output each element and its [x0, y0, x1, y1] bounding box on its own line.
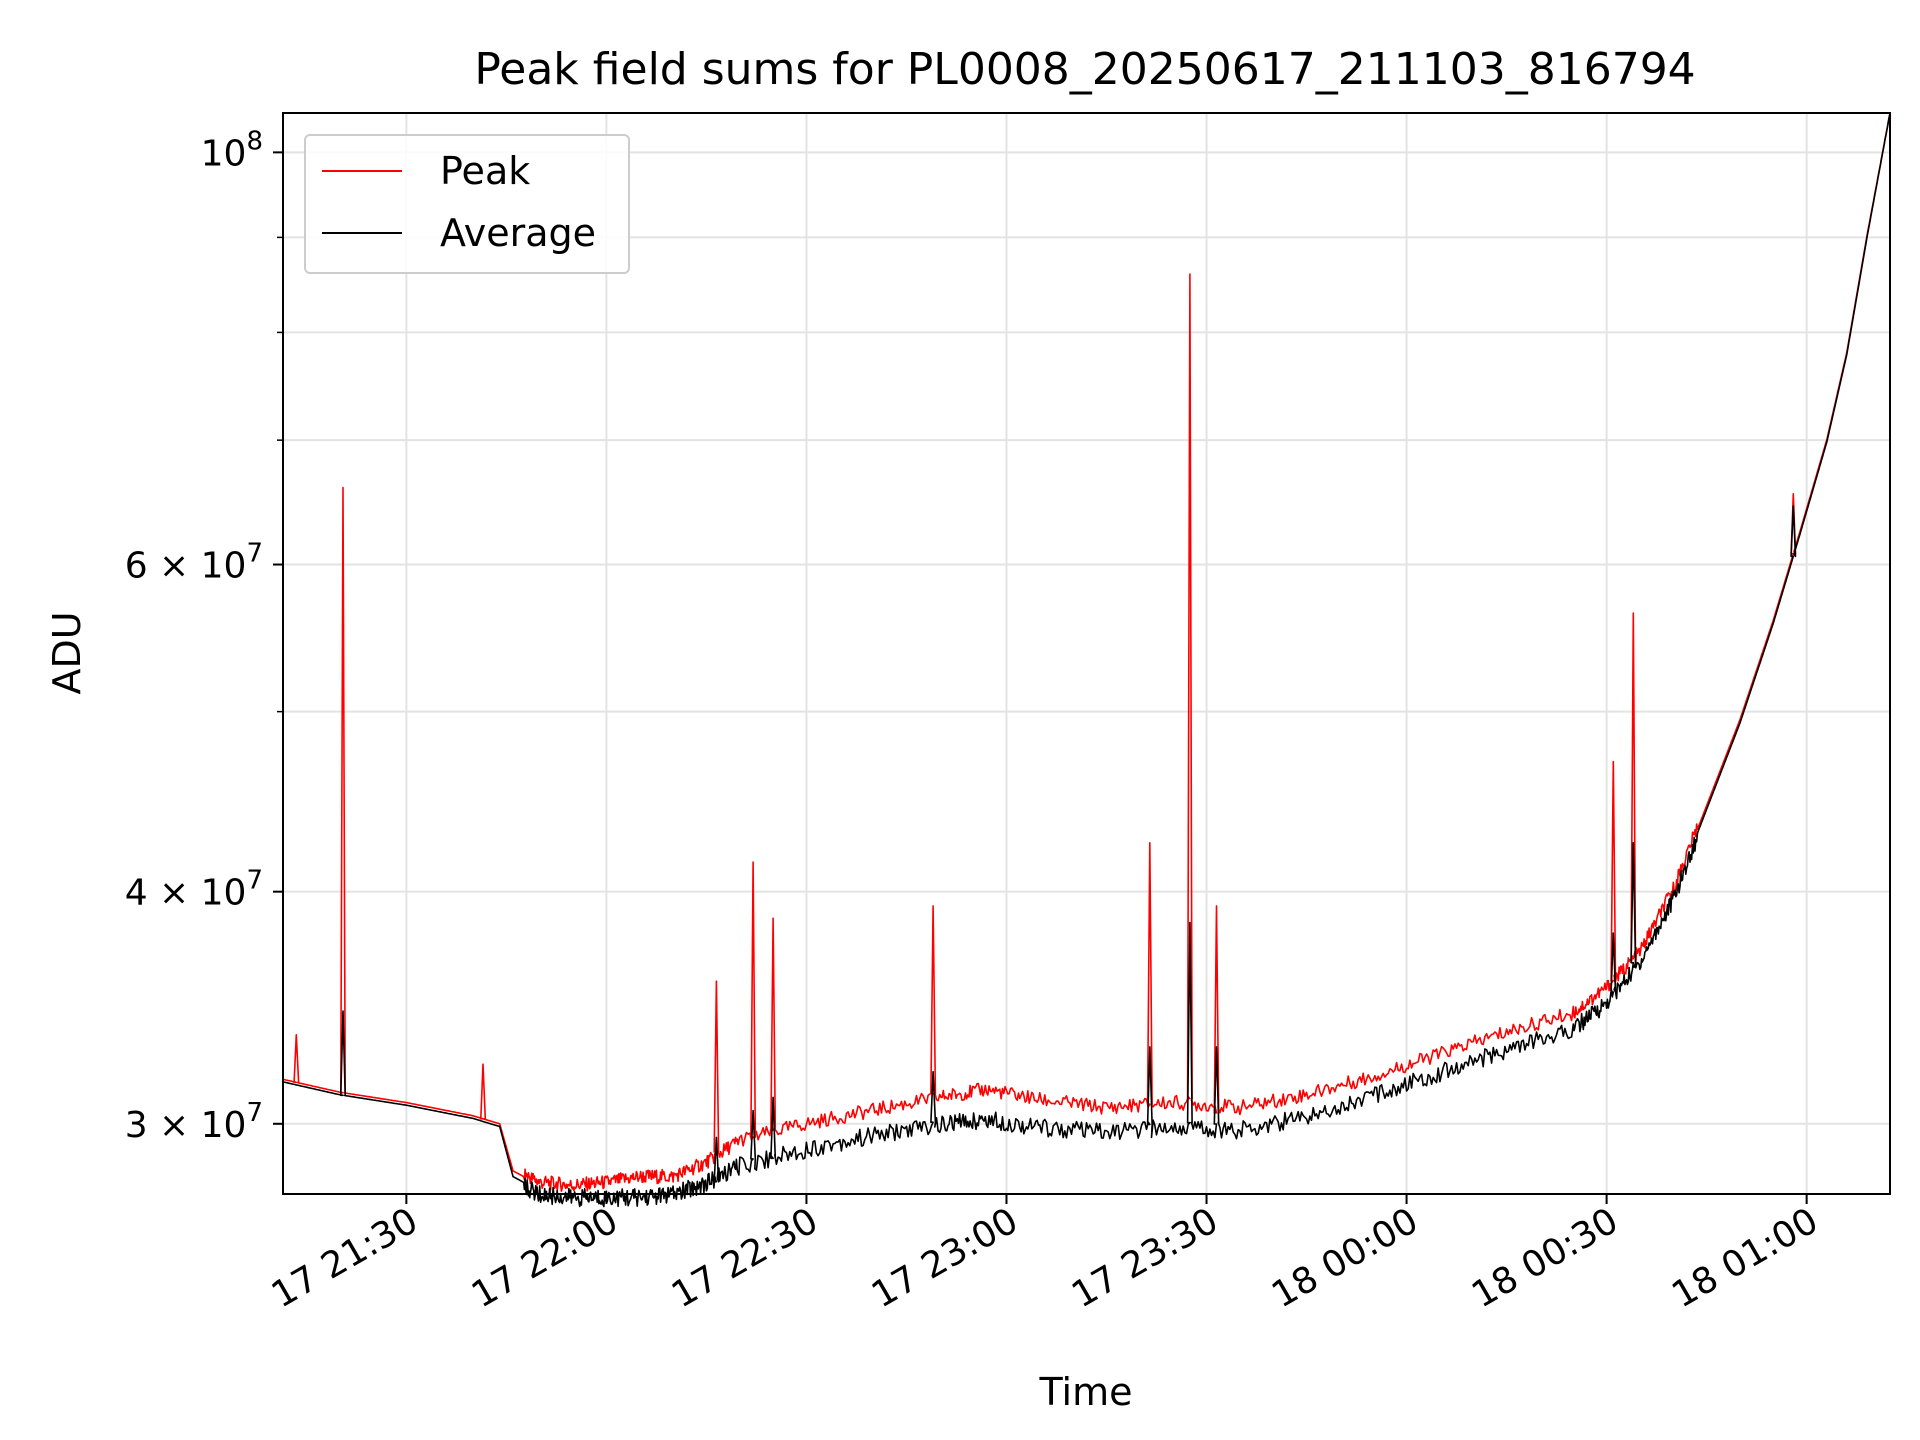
legend: Peak Average: [304, 134, 630, 274]
x-axis-label: Time: [1039, 1370, 1133, 1414]
y-axis: 3 × 107 4 × 107 6 × 107 108: [125, 126, 283, 1146]
series-line-peak: [282, 112, 1891, 1192]
chart-title: Peak field sums for PL0008_20250617_2111…: [474, 44, 1695, 95]
y-tick-label: 6 × 107: [125, 539, 263, 587]
legend-label-average: Average: [440, 211, 596, 255]
grid: [283, 113, 1890, 1194]
y-tick-label: 108: [201, 126, 263, 174]
axes-frame: [282, 112, 1891, 1195]
series-line-average: [282, 112, 1891, 1208]
y-tick-label: 4 × 107: [125, 866, 263, 914]
legend-box: [304, 134, 630, 274]
plot-area: [282, 112, 1891, 1208]
y-axis-label: ADU: [45, 611, 89, 694]
legend-label-peak: Peak: [440, 149, 530, 193]
y-tick-label: 3 × 107: [125, 1098, 263, 1146]
